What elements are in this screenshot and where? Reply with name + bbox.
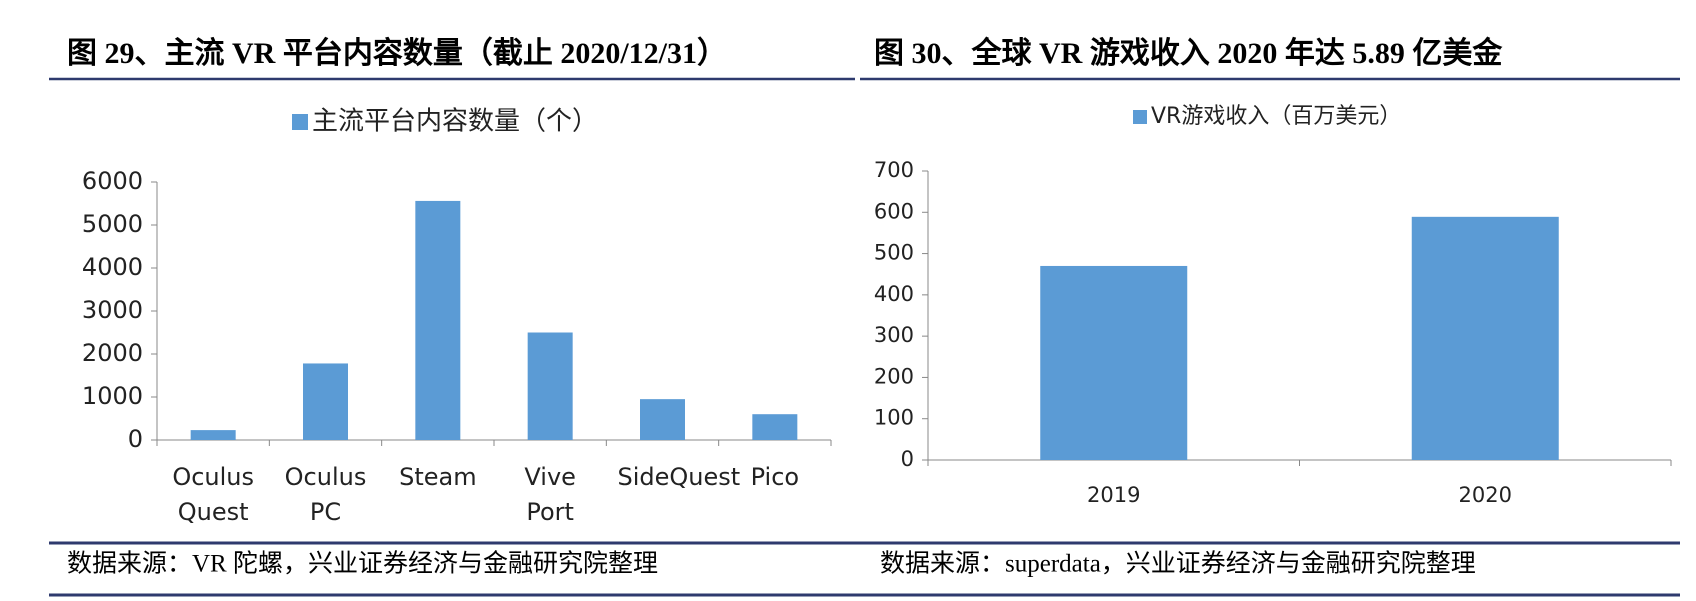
y-tick-label: 200 (874, 364, 914, 388)
bar (190, 430, 236, 440)
bar (1411, 216, 1559, 460)
x-tick-label: Steam (399, 463, 477, 491)
y-tick-label: 4000 (82, 253, 143, 281)
x-tick-label: Oculus PC (284, 463, 367, 526)
bar (1040, 265, 1188, 460)
bar (527, 332, 573, 440)
x-tick-label: 2019 (1087, 483, 1141, 507)
legend-swatch (292, 114, 308, 130)
y-tick-label: 500 (874, 241, 914, 265)
y-tick-label: 5000 (82, 210, 143, 238)
chart-title: 图 29、主流 VR 平台内容数量（截止 2020/12/31） (67, 36, 727, 70)
y-tick-label: 400 (874, 282, 914, 306)
bar (640, 399, 685, 440)
y-tick-label: 700 (874, 158, 914, 182)
y-tick-label: 2000 (82, 339, 143, 367)
x-tick-label: Vive Port (524, 463, 576, 526)
y-tick-label: 100 (874, 406, 914, 430)
y-tick-label: 0 (901, 447, 914, 471)
source-note: 数据来源：superdata，兴业证券经济与金融研究院整理 (880, 550, 1476, 578)
bar (415, 200, 461, 440)
y-tick-label: 6000 (82, 167, 143, 195)
legend-swatch (1133, 110, 1147, 124)
x-tick-label: Pico (750, 463, 800, 491)
y-tick-label: 1000 (82, 382, 143, 410)
source-note: 数据来源：VR 陀螺，兴业证券经济与金融研究院整理 (67, 550, 658, 578)
bar (752, 414, 798, 440)
chart-title: 图 30、全球 VR 游戏收入 2020 年达 5.89 亿美金 (874, 36, 1503, 70)
y-tick-label: 3000 (82, 296, 143, 324)
x-tick-label: 2020 (1458, 483, 1512, 507)
y-tick-label: 0 (128, 425, 143, 453)
legend-label: VR游戏收入（百万美元） (1151, 104, 1401, 129)
legend-label: 主流平台内容数量（个） (312, 107, 598, 137)
y-tick-label: 600 (874, 199, 914, 223)
y-tick-label: 300 (874, 323, 914, 347)
x-tick-label: SideQuest (617, 463, 741, 491)
x-tick-label: Oculus Quest (172, 463, 254, 526)
bar (303, 363, 348, 440)
